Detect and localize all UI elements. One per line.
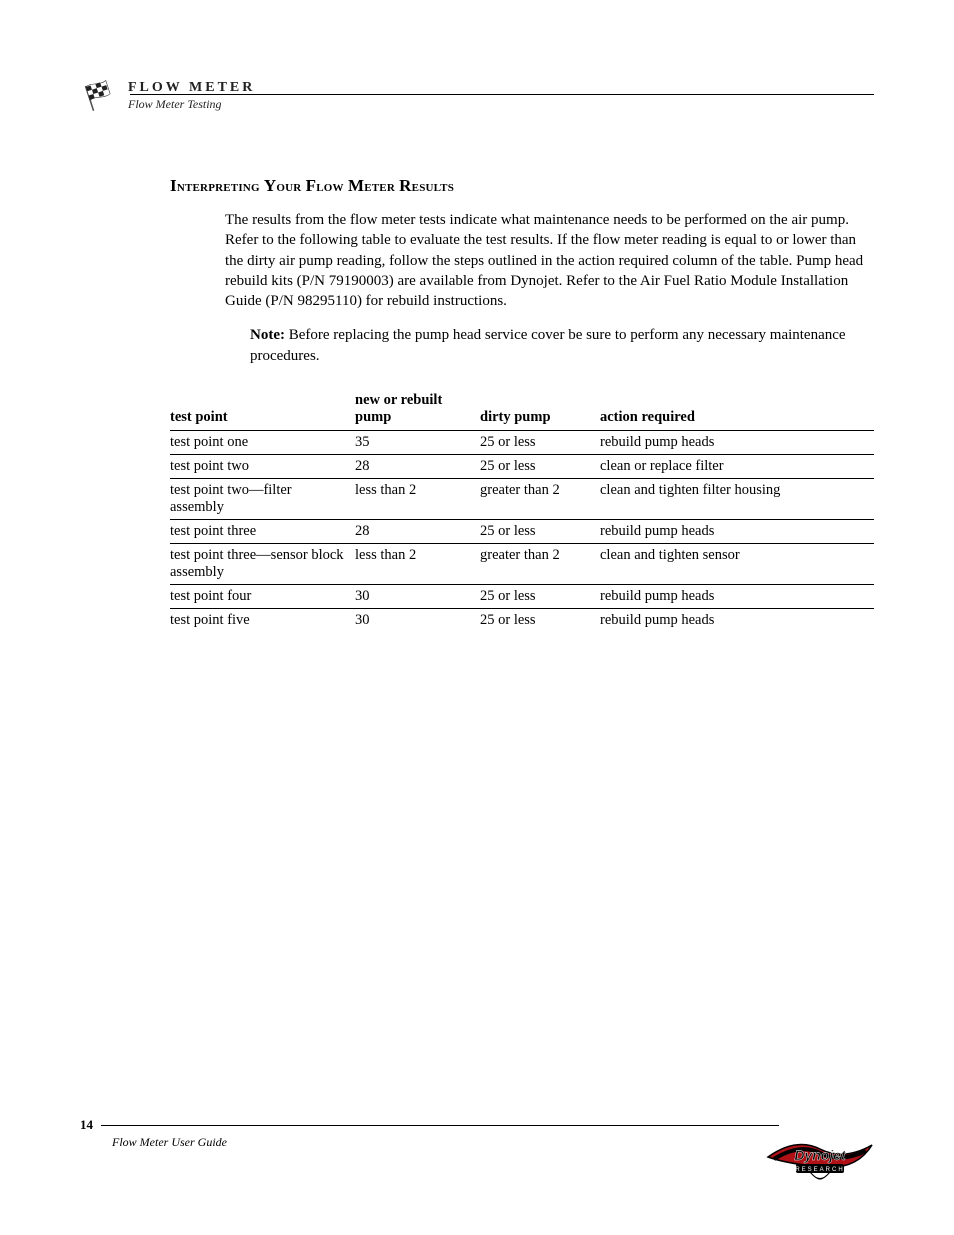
cell: test point four <box>170 584 355 608</box>
content-area: Interpreting Your Flow Meter Results The… <box>80 116 874 632</box>
header-rule <box>130 94 874 95</box>
section-heading: Interpreting Your Flow Meter Results <box>170 176 874 196</box>
dynojet-logo-icon: Dynojet RESEARCH <box>766 1127 874 1187</box>
cell: 35 <box>355 430 480 454</box>
header-text-block: FLOW METER Flow Meter Testing <box>128 78 874 112</box>
intro-paragraph: The results from the flow meter tests in… <box>170 210 874 311</box>
checkered-flag-icon <box>80 78 120 112</box>
cell: rebuild pump heads <box>600 584 874 608</box>
table-body: test point one 35 25 or less rebuild pum… <box>170 430 874 632</box>
cell: 25 or less <box>480 608 600 632</box>
footer-line: 14 <box>80 1117 874 1133</box>
cell: test point three <box>170 519 355 543</box>
page-number: 14 <box>80 1117 93 1133</box>
cell: 25 or less <box>480 519 600 543</box>
logo-text: Dynojet <box>794 1147 847 1163</box>
col-test-point: test point <box>170 388 355 431</box>
header-subtitle: Flow Meter Testing <box>128 97 874 112</box>
cell: clean and tighten filter housing <box>600 478 874 519</box>
page-header: FLOW METER Flow Meter Testing <box>80 78 874 112</box>
cell: rebuild pump heads <box>600 519 874 543</box>
cell: greater than 2 <box>480 478 600 519</box>
cell: less than 2 <box>355 543 480 584</box>
table-row: test point three—sensor block assembly l… <box>170 543 874 584</box>
cell: clean or replace filter <box>600 454 874 478</box>
note-label: Note: <box>250 327 285 343</box>
cell: greater than 2 <box>480 543 600 584</box>
cell: 25 or less <box>480 584 600 608</box>
table-row: test point five 30 25 or less rebuild pu… <box>170 608 874 632</box>
cell: rebuild pump heads <box>600 608 874 632</box>
table-row: test point two—filter assembly less than… <box>170 478 874 519</box>
note-text: Before replacing the pump head service c… <box>250 327 846 363</box>
cell: test point three—sensor block assembly <box>170 543 355 584</box>
table-row: test point one 35 25 or less rebuild pum… <box>170 430 874 454</box>
page-footer: 14 Flow Meter User Guide Dynojet RESEARC… <box>80 1117 874 1177</box>
cell: 25 or less <box>480 454 600 478</box>
cell: 28 <box>355 519 480 543</box>
page: FLOW METER Flow Meter Testing Interpreti… <box>0 0 954 1235</box>
cell: test point two—filter assembly <box>170 478 355 519</box>
cell: test point one <box>170 430 355 454</box>
cell: 30 <box>355 608 480 632</box>
footer-guide-title: Flow Meter User Guide <box>112 1135 874 1150</box>
cell: 28 <box>355 454 480 478</box>
table-row: test point two 28 25 or less clean or re… <box>170 454 874 478</box>
col-dirty-pump: dirty pump <box>480 388 600 431</box>
cell: 25 or less <box>480 430 600 454</box>
table-row: test point three 28 25 or less rebuild p… <box>170 519 874 543</box>
col-action: action required <box>600 388 874 431</box>
col-new-pump: new or rebuilt pump <box>355 388 480 431</box>
cell: rebuild pump heads <box>600 430 874 454</box>
logo-subtext: RESEARCH <box>795 1167 844 1173</box>
cell: less than 2 <box>355 478 480 519</box>
table-header-row: test point new or rebuilt pump dirty pum… <box>170 388 874 431</box>
cell: clean and tighten sensor <box>600 543 874 584</box>
note-paragraph: Note: Before replacing the pump head ser… <box>170 325 874 366</box>
cell: test point two <box>170 454 355 478</box>
footer-rule <box>101 1125 779 1126</box>
header-row: FLOW METER Flow Meter Testing <box>80 78 874 112</box>
table-row: test point four 30 25 or less rebuild pu… <box>170 584 874 608</box>
cell: 30 <box>355 584 480 608</box>
cell: test point five <box>170 608 355 632</box>
results-table: test point new or rebuilt pump dirty pum… <box>170 388 874 632</box>
